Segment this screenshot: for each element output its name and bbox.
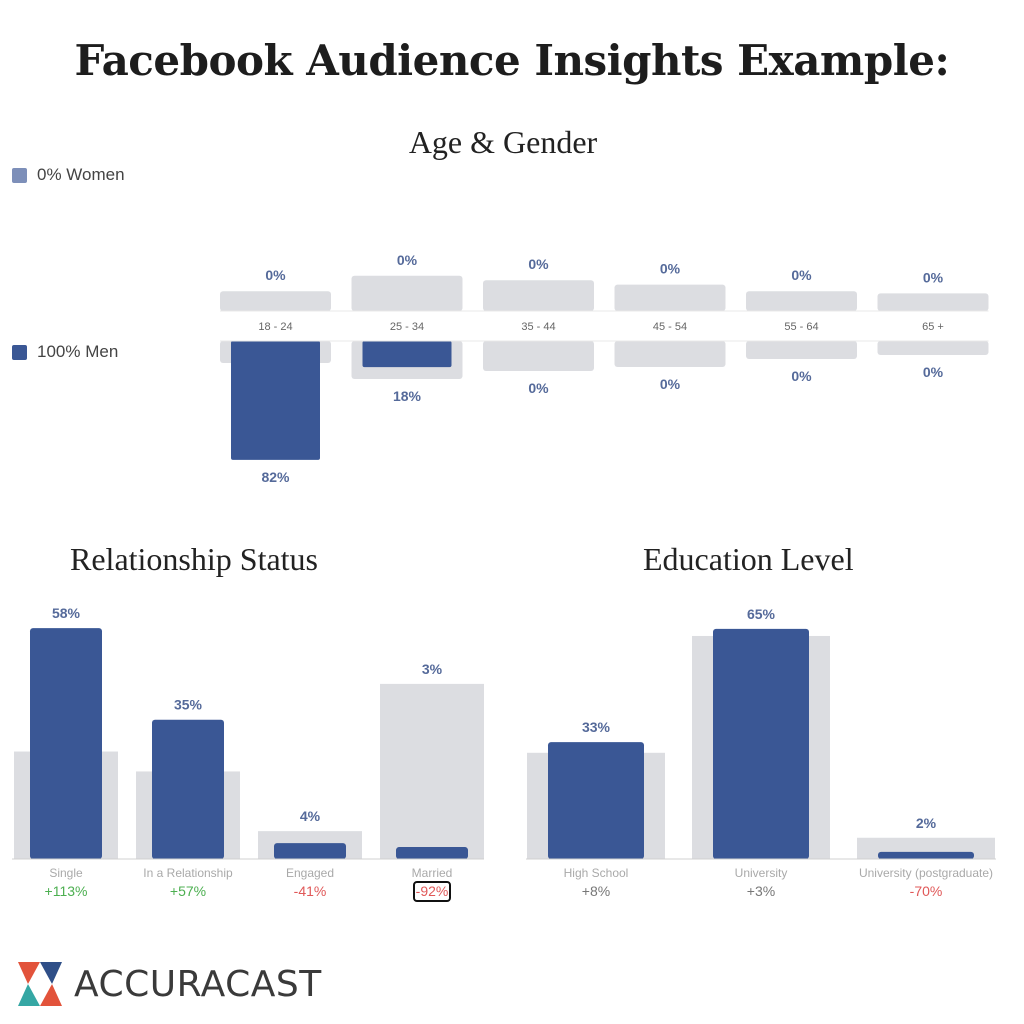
relationship-delta-label-3: -92% [416, 883, 449, 899]
education-bar-2 [878, 851, 974, 859]
relationship-value-label-3: 3% [422, 661, 443, 677]
age-category-strip [220, 311, 989, 341]
accuracast-logo-icon [18, 962, 62, 1006]
education-bar-1 [713, 628, 809, 859]
legend-women-label: 0% Women [37, 165, 125, 184]
baseline-bar-women-3 [614, 284, 726, 311]
relationship-baseline-bar-3 [380, 683, 484, 859]
men-value-label-1: 18% [393, 388, 422, 404]
relationship-status-title: Relationship Status [70, 541, 318, 577]
baseline-bar-men-5 [877, 341, 989, 355]
women-value-label-2: 0% [528, 256, 549, 272]
men-value-label-5: 0% [923, 364, 944, 380]
education-value-label-1: 65% [747, 606, 776, 622]
legend-women-swatch [12, 167, 27, 183]
education-delta-label-0: +8% [582, 883, 610, 899]
age-category-label-2: 35 - 44 [521, 321, 555, 333]
women-value-label-5: 0% [923, 269, 944, 285]
men-value-label-2: 0% [528, 380, 549, 396]
relationship-value-label-0: 58% [52, 605, 81, 621]
men-value-label-0: 82% [261, 469, 290, 485]
education-value-label-0: 33% [582, 719, 611, 735]
men-bar-1 [362, 341, 452, 368]
relationship-value-label-1: 35% [174, 697, 203, 713]
men-value-label-4: 0% [791, 368, 812, 384]
age-gender-chart: 0% 82% 0% 18% 0% 0% 0% 0% 0% 0% 0% 0% 18 - 24 25 - 34… [220, 252, 989, 485]
relationship-bar-3 [396, 847, 468, 859]
women-value-label-0: 0% [265, 267, 286, 283]
men-bar-0 [231, 341, 320, 460]
baseline-bar-men-3 [614, 341, 726, 367]
page-title: Facebook Audience Insights Example: [74, 36, 950, 85]
legend-women: 0% Women [12, 165, 125, 185]
women-value-label-1: 0% [397, 252, 418, 268]
relationship-category-label-0: Single [49, 866, 83, 880]
legend-men-swatch [12, 344, 27, 360]
education-delta-label-1: +3% [747, 883, 775, 899]
relationship-bar-0 [30, 628, 102, 859]
baseline-bar-women-4 [746, 291, 857, 311]
baseline-bar-women-5 [877, 293, 989, 311]
logo-text: ACCURACAST [74, 963, 322, 1005]
legend-men: 100% Men [12, 342, 118, 362]
relationship-delta-label-0: +113% [45, 883, 88, 899]
logo: ACCURACAST [14, 958, 322, 1010]
relationship-bar-1 [152, 719, 224, 859]
education-category-label-1: University [735, 866, 788, 880]
married-delta-highlight-box [413, 881, 451, 902]
relationship-delta-label-2: -41% [294, 883, 327, 899]
women-value-label-4: 0% [791, 267, 812, 283]
relationship-category-label-1: In a Relationship [143, 866, 233, 880]
education-delta-label-2: -70% [910, 883, 943, 899]
education-value-label-2: 2% [916, 815, 937, 831]
age-category-label-0: 18 - 24 [258, 321, 292, 333]
baseline-bar-women-2 [483, 280, 594, 311]
education-bar-0 [548, 742, 644, 859]
education-category-label-2: University (postgraduate) [859, 866, 993, 880]
relationship-category-label-3: Married [412, 866, 453, 880]
education-category-label-0: High School [564, 866, 629, 880]
age-category-label-4: 55 - 64 [784, 321, 818, 333]
relationship-value-label-2: 4% [300, 808, 321, 824]
age-gender-title: Age & Gender [408, 124, 598, 160]
baseline-bar-men-4 [746, 341, 857, 359]
relationship-category-label-2: Engaged [286, 866, 334, 880]
age-category-label-1: 25 - 34 [390, 321, 424, 333]
relationship-delta-label-1: +57% [170, 883, 206, 899]
age-category-label-5: 65 + [922, 321, 944, 333]
legend-men-label: 100% Men [37, 342, 119, 361]
baseline-bar-women-1 [351, 275, 463, 311]
age-category-label-3: 45 - 54 [653, 321, 687, 333]
relationship-bar-2 [274, 843, 346, 859]
baseline-bar-men-2 [483, 341, 594, 371]
men-value-label-3: 0% [660, 376, 681, 392]
women-value-label-3: 0% [660, 261, 681, 277]
education-level-title: Education Level [643, 541, 854, 577]
baseline-bar-women-0 [220, 291, 331, 311]
